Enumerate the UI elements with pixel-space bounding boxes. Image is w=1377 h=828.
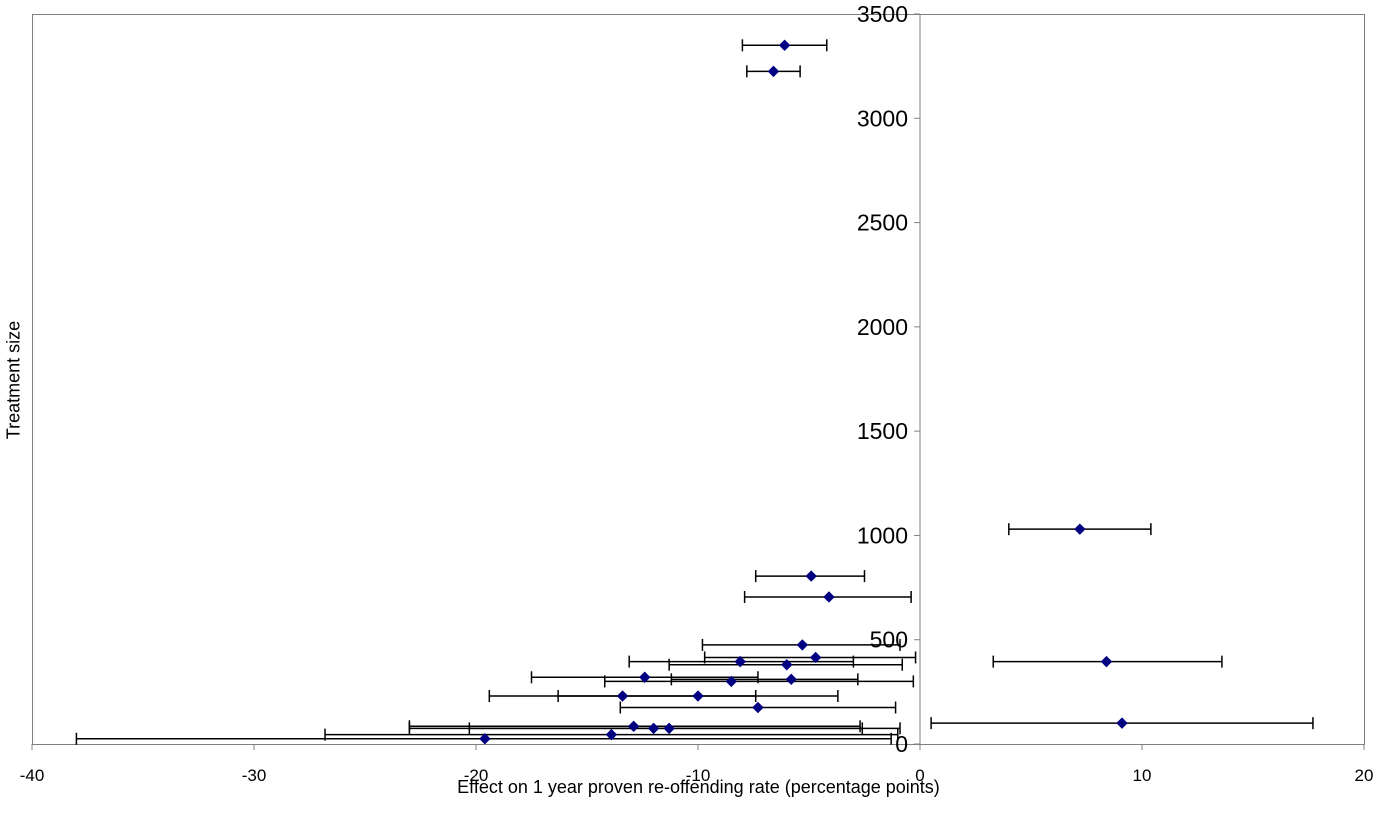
data-points bbox=[479, 39, 1128, 745]
data-point bbox=[785, 673, 797, 686]
y-tick-label: 2000 bbox=[857, 314, 908, 340]
data-point bbox=[605, 728, 618, 741]
data-point bbox=[616, 690, 629, 702]
x-tick-label: 0 bbox=[915, 766, 924, 785]
data-point bbox=[725, 675, 738, 688]
x-tick-label: -20 bbox=[464, 766, 489, 785]
y-tick-label: 1500 bbox=[857, 418, 908, 444]
data-point bbox=[805, 570, 817, 582]
x-tick-label: -10 bbox=[686, 766, 711, 785]
data-point bbox=[1100, 655, 1113, 668]
y-tick-label: 3500 bbox=[857, 1, 908, 27]
data-point bbox=[752, 701, 764, 714]
y-tick-label: 500 bbox=[870, 627, 908, 653]
x-tick-label: -40 bbox=[20, 766, 45, 785]
data-point bbox=[778, 39, 791, 51]
y-tick-label: 3000 bbox=[857, 105, 908, 131]
error-bars bbox=[75, 39, 1314, 745]
data-point bbox=[1116, 717, 1128, 729]
data-point bbox=[767, 65, 780, 78]
y-axis-label: Treatment size bbox=[3, 320, 24, 440]
y-tick-label: 2500 bbox=[857, 210, 908, 236]
data-point bbox=[781, 659, 793, 671]
x-axis-label: Effect on 1 year proven re-offending rat… bbox=[457, 777, 940, 797]
x-tick-label: -30 bbox=[242, 766, 267, 785]
data-point bbox=[734, 655, 746, 668]
data-point bbox=[663, 722, 675, 735]
data-point bbox=[627, 720, 640, 732]
data-point bbox=[1074, 523, 1086, 535]
data-point bbox=[823, 591, 835, 603]
data-point bbox=[639, 671, 651, 683]
data-point bbox=[796, 639, 809, 651]
x-tick-label: 20 bbox=[1355, 766, 1374, 785]
data-point bbox=[692, 690, 704, 702]
data-point bbox=[479, 733, 491, 745]
x-tick-label: 10 bbox=[1133, 766, 1152, 785]
data-point bbox=[647, 722, 660, 735]
y-tick-label: 1000 bbox=[857, 522, 908, 548]
plot-area-border bbox=[32, 14, 1365, 745]
axes: -40 -30 -20 -10 0 10 2005001000150020002500300… bbox=[20, 1, 1374, 785]
data-point bbox=[809, 651, 822, 664]
